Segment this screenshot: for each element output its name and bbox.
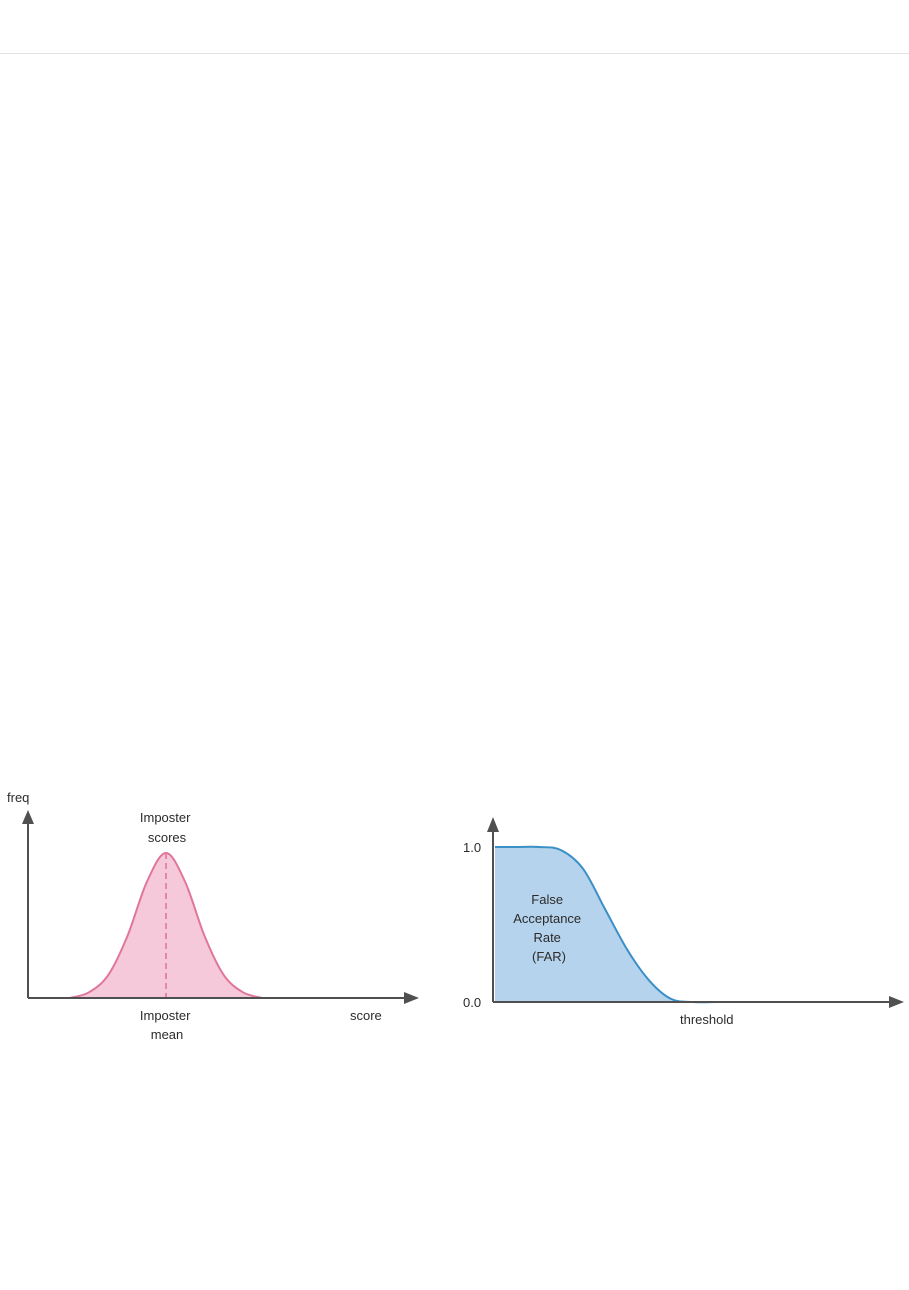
far-area — [495, 846, 715, 1003]
left-y-axis-label: freq — [7, 790, 29, 805]
right-x-axis-label: threshold — [680, 1012, 733, 1027]
imposter-mean-label: Imposter mean — [140, 1008, 194, 1042]
right-y-arrow-icon — [487, 817, 499, 832]
left-x-axis-label: score — [350, 1008, 382, 1023]
left-y-arrow-icon — [22, 810, 34, 824]
far-chart: 1.0 0.0 threshold False Acceptance Rate … — [463, 817, 904, 1027]
left-x-arrow-icon — [404, 992, 419, 1004]
right-x-arrow-icon — [889, 996, 904, 1008]
imposter-scores-label: Imposter scores — [140, 810, 194, 845]
right-y-tick-bottom: 0.0 — [463, 995, 481, 1010]
imposter-distribution-chart: freq score Imposter scores Imposter mean — [7, 790, 419, 1042]
far-curve — [495, 845, 716, 1004]
far-area-label: False Acceptance Rate (FAR) — [513, 892, 585, 964]
top-divider — [0, 53, 909, 54]
right-y-tick-top: 1.0 — [463, 840, 481, 855]
